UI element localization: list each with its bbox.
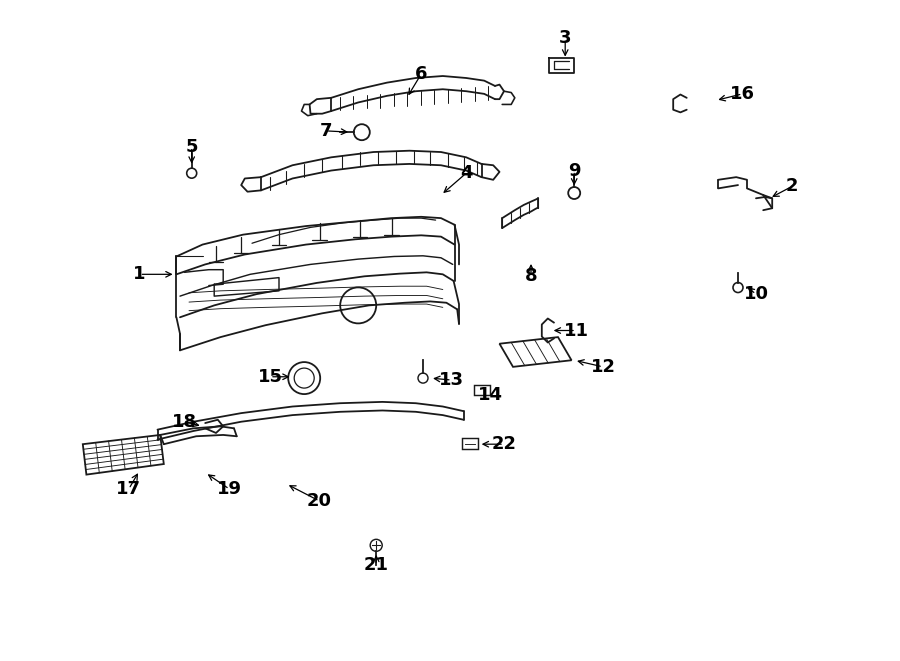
Text: 6: 6 bbox=[415, 65, 428, 83]
Circle shape bbox=[294, 368, 314, 388]
Text: 8: 8 bbox=[525, 267, 537, 286]
Text: 22: 22 bbox=[491, 435, 517, 453]
Text: 14: 14 bbox=[478, 386, 503, 405]
Circle shape bbox=[370, 539, 382, 551]
Text: 18: 18 bbox=[172, 412, 197, 431]
Circle shape bbox=[418, 373, 428, 383]
Circle shape bbox=[568, 187, 580, 199]
Text: 12: 12 bbox=[590, 358, 616, 376]
Text: 13: 13 bbox=[439, 371, 464, 389]
Text: 2: 2 bbox=[786, 177, 798, 196]
Circle shape bbox=[186, 168, 197, 178]
Polygon shape bbox=[83, 435, 164, 475]
Circle shape bbox=[288, 362, 320, 394]
Text: 10: 10 bbox=[743, 285, 769, 303]
Text: 9: 9 bbox=[568, 161, 580, 180]
Bar bbox=[462, 438, 478, 449]
Text: 20: 20 bbox=[307, 492, 332, 510]
Bar bbox=[473, 385, 490, 395]
Text: 1: 1 bbox=[133, 265, 146, 284]
Polygon shape bbox=[500, 337, 572, 367]
Text: 16: 16 bbox=[730, 85, 755, 103]
Text: 21: 21 bbox=[364, 556, 389, 574]
Text: 15: 15 bbox=[257, 368, 283, 386]
Circle shape bbox=[340, 288, 376, 323]
Text: 19: 19 bbox=[217, 480, 242, 498]
Text: 3: 3 bbox=[559, 29, 572, 48]
Circle shape bbox=[354, 124, 370, 140]
Text: 7: 7 bbox=[320, 122, 332, 140]
Text: 11: 11 bbox=[563, 321, 589, 340]
Text: 17: 17 bbox=[116, 480, 141, 498]
Circle shape bbox=[733, 282, 743, 293]
Text: 5: 5 bbox=[185, 137, 198, 156]
Text: 4: 4 bbox=[460, 164, 473, 182]
